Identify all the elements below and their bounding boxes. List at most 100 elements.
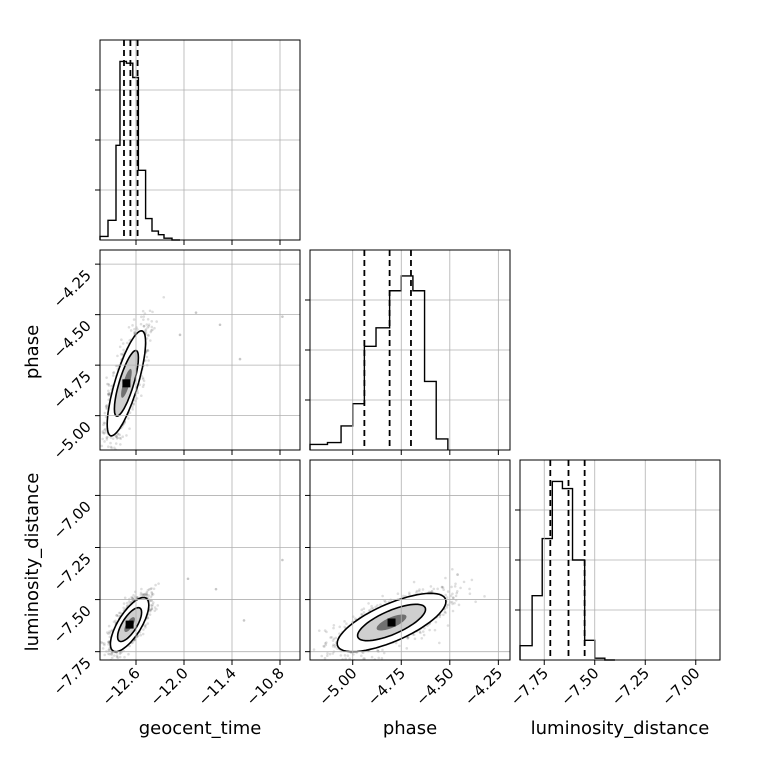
sample-point: [398, 644, 401, 648]
panels: −7.75 −7.50 −7.25 −7.00−5.00−4.75−4.50−4.25…: [50, 39, 721, 709]
sample-point: [420, 636, 424, 640]
sample-point: [406, 636, 410, 639]
sample-point: [421, 630, 425, 633]
sample-point: [343, 620, 346, 623]
sample-point: [151, 592, 155, 596]
sample-point: [445, 603, 449, 607]
hist-frame: [99, 39, 301, 241]
sample-point: [422, 633, 426, 637]
sample-point: [146, 616, 150, 620]
sample-point: [103, 642, 106, 645]
sample-point: [381, 648, 384, 652]
sample-point: [330, 635, 333, 639]
sample-point: [146, 616, 150, 620]
sample-point: [142, 383, 146, 386]
sample-point: [123, 596, 127, 600]
axis-labels: phase luminosity_distance geocent_time p…: [22, 325, 709, 739]
sample-point: [141, 632, 145, 636]
y-tick-label: −5.00: [50, 418, 95, 463]
sample-point: [317, 629, 321, 632]
sample-point: [194, 311, 198, 314]
sample-point: [118, 436, 122, 440]
sample-point: [130, 595, 133, 599]
sample-point: [113, 446, 116, 450]
sample-point: [408, 593, 411, 596]
sample-point: [149, 330, 153, 334]
sample-point: [146, 348, 150, 352]
sample-point: [402, 594, 405, 598]
sample-point: [368, 608, 371, 612]
sample-point: [105, 404, 109, 407]
sample-point: [107, 393, 110, 397]
sample-point: [132, 318, 136, 321]
y-tick-label: −7.50: [50, 602, 95, 647]
sample-point: [322, 644, 325, 648]
sample-point: [338, 632, 341, 635]
sample-point: [125, 434, 128, 437]
sample-point: [325, 641, 328, 644]
sample-point: [146, 326, 149, 329]
sample-point: [128, 427, 131, 430]
sample-point: [153, 326, 156, 330]
histogram-step: [309, 275, 449, 450]
sample-point: [102, 423, 105, 427]
sample-point: [407, 591, 411, 595]
sample-point: [114, 662, 117, 665]
sample-point: [107, 392, 110, 396]
sample-point: [149, 599, 153, 603]
sample-point: [444, 611, 447, 615]
sample-point: [144, 626, 147, 629]
sample-point: [125, 601, 129, 605]
sample-point: [324, 642, 327, 645]
sample-point: [143, 593, 146, 596]
sample-point: [332, 643, 335, 647]
sample-point: [324, 643, 328, 647]
sample-point: [150, 587, 153, 590]
sample-point: [418, 588, 421, 591]
x-tick-label: −7.25: [608, 664, 653, 709]
scatter-frame: [309, 459, 511, 661]
sample-point: [148, 613, 152, 616]
sample-point: [331, 652, 335, 655]
sample-point: [429, 585, 433, 588]
sample-point: [107, 384, 111, 387]
sample-point: [110, 652, 113, 655]
sample-point: [123, 453, 126, 456]
sample-point: [129, 329, 133, 332]
sample-point: [369, 663, 372, 666]
sample-point: [360, 613, 364, 616]
sample-point: [135, 595, 139, 599]
sample-point: [107, 641, 110, 644]
sample-point: [101, 430, 105, 433]
sample-point: [103, 653, 107, 657]
sample-point: [118, 345, 122, 349]
sample-point: [150, 591, 153, 594]
sample-point: [100, 670, 103, 673]
sample-point: [146, 622, 150, 625]
sample-point: [333, 645, 337, 649]
sample-point: [107, 648, 111, 652]
sample-point: [116, 656, 120, 660]
sample-point: [430, 589, 434, 593]
sample-point: [142, 324, 146, 328]
sample-point: [140, 315, 143, 319]
sample-point: [394, 641, 398, 645]
sample-point: [351, 615, 355, 619]
sample-point: [142, 318, 145, 321]
sample-point: [450, 600, 454, 604]
sample-point: [102, 432, 106, 435]
sample-point: [423, 626, 426, 630]
sample-point: [323, 656, 327, 660]
sample-point: [430, 590, 434, 594]
sample-point: [115, 655, 119, 659]
sample-point: [140, 394, 143, 398]
sample-point: [370, 604, 373, 608]
sample-point: [149, 339, 152, 342]
sample-point: [440, 585, 444, 589]
sample-point: [377, 656, 381, 660]
hist-frame: [309, 249, 511, 451]
sample-point: [150, 607, 154, 611]
sample-point: [152, 587, 156, 591]
sample-point: [120, 338, 123, 341]
